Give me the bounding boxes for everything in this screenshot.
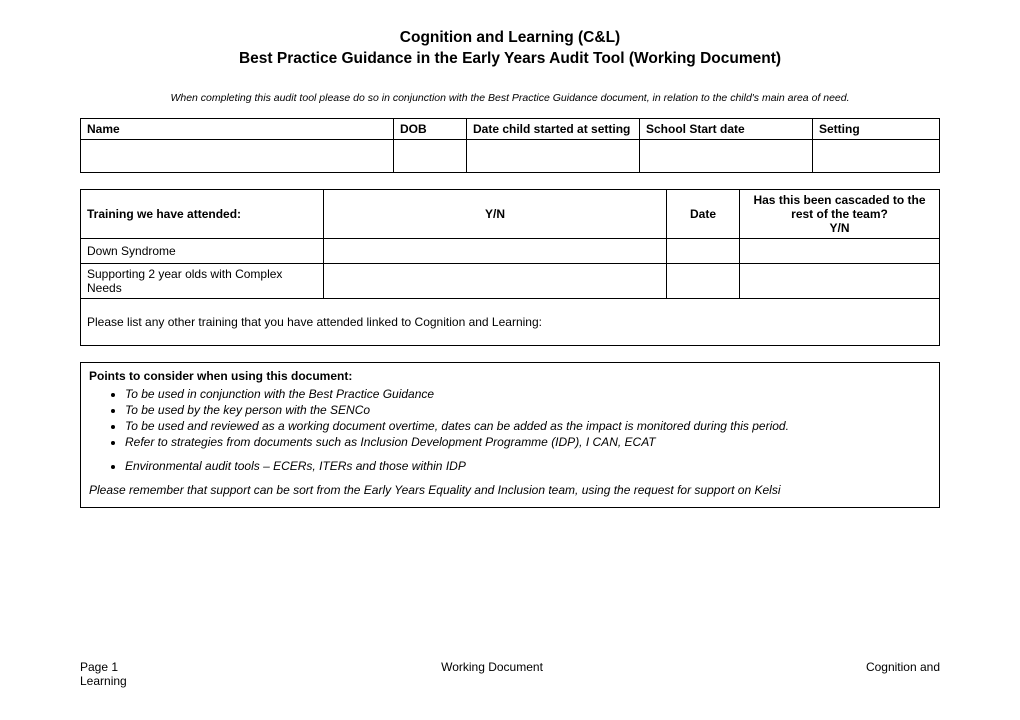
training-row-2-yn[interactable] <box>324 263 667 298</box>
header-setting: Setting <box>813 118 940 139</box>
points-item: To be used by the key person with the SE… <box>125 403 931 417</box>
header-school-start: School Start date <box>640 118 813 139</box>
child-info-table: Name DOB Date child started at setting S… <box>80 118 940 173</box>
footer-left2: Learning <box>80 674 940 688</box>
training-row-2-cascaded[interactable] <box>740 263 940 298</box>
footer-page: Page 1 <box>80 660 118 674</box>
header-yn: Y/N <box>324 189 667 238</box>
points-item: Environmental audit tools – ECERs, ITERs… <box>125 459 931 473</box>
points-table: Points to consider when using this docum… <box>80 362 940 508</box>
training-row-1-date[interactable] <box>667 238 740 263</box>
other-training-prompt[interactable]: Please list any other training that you … <box>81 298 940 345</box>
input-dob[interactable] <box>394 139 467 172</box>
points-cell: Points to consider when using this docum… <box>81 362 940 507</box>
input-start-setting[interactable] <box>467 139 640 172</box>
training-row-2-date[interactable] <box>667 263 740 298</box>
points-title: Points to consider when using this docum… <box>89 369 931 383</box>
header-start-setting: Date child started at setting <box>467 118 640 139</box>
footer-right: Cognition and <box>866 660 940 674</box>
page-title: Cognition and Learning (C&L) Best Practi… <box>80 28 940 70</box>
header-dob: DOB <box>394 118 467 139</box>
header-name: Name <box>81 118 394 139</box>
training-table: Training we have attended: Y/N Date Has … <box>80 189 940 346</box>
points-list: To be used in conjunction with the Best … <box>89 387 931 473</box>
training-row-2: Supporting 2 year olds with Complex Need… <box>81 263 324 298</box>
points-item: To be used and reviewed as a working doc… <box>125 419 931 433</box>
title-line2: Best Practice Guidance in the Early Year… <box>80 49 940 70</box>
training-row-1-yn[interactable] <box>324 238 667 263</box>
title-line1: Cognition and Learning (C&L) <box>80 28 940 49</box>
points-item: Refer to strategies from documents such … <box>125 435 931 449</box>
points-item: To be used in conjunction with the Best … <box>125 387 931 401</box>
input-setting[interactable] <box>813 139 940 172</box>
input-school-start[interactable] <box>640 139 813 172</box>
header-date: Date <box>667 189 740 238</box>
header-training: Training we have attended: <box>81 189 324 238</box>
training-row-1-cascaded[interactable] <box>740 238 940 263</box>
input-name[interactable] <box>81 139 394 172</box>
page-footer: Page 1 Working Document Cognition and Le… <box>80 660 940 688</box>
points-note: Please remember that support can be sort… <box>89 483 931 497</box>
header-cascaded: Has this been cascaded to the rest of th… <box>740 189 940 238</box>
instruction-text: When completing this audit tool please d… <box>80 92 940 104</box>
footer-center: Working Document <box>441 660 543 674</box>
training-row-1: Down Syndrome <box>81 238 324 263</box>
